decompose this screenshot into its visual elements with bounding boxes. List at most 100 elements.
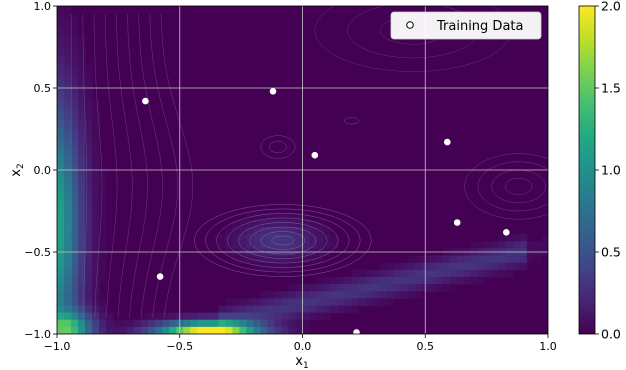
- heatmap-cell: [484, 262, 493, 271]
- heatmap-cell: [470, 276, 479, 285]
- heatmap-cell: [71, 205, 79, 214]
- heatmap-cell: [344, 276, 353, 285]
- heatmap-cell: [71, 155, 79, 164]
- heatmap-cell: [218, 326, 226, 334]
- x-axis-label-base: x: [295, 354, 303, 369]
- heatmap-cell: [239, 326, 247, 334]
- heatmap-cell: [162, 312, 170, 321]
- heatmap-cell: [64, 276, 72, 285]
- contour-line: [477, 161, 548, 212]
- heatmap-cell: [204, 312, 212, 321]
- heatmap-cell: [78, 284, 86, 292]
- heatmap-cell: [113, 319, 121, 328]
- heatmap-cell: [253, 241, 262, 250]
- heatmap-cell: [78, 219, 86, 228]
- heatmap-cell: [64, 134, 72, 143]
- heatmap-cell: [64, 227, 72, 235]
- contour-line: [127, 14, 148, 318]
- heatmap-cell: [71, 13, 79, 21]
- heatmap-cell: [442, 276, 451, 285]
- heatmap-cell: [141, 312, 149, 321]
- heatmap-cell: [295, 291, 304, 299]
- heatmap-cell: [281, 319, 290, 328]
- heatmap-cell: [134, 319, 142, 328]
- heatmap-cell: [92, 120, 100, 128]
- heatmap-cell: [323, 298, 332, 307]
- heatmap-cell: [379, 291, 388, 299]
- heatmap-cell: [57, 91, 65, 100]
- heatmap-cell: [309, 291, 318, 299]
- heatmap-cell: [71, 77, 79, 86]
- heatmap-cell: [85, 170, 93, 178]
- heatmap-cell: [281, 312, 290, 321]
- heatmap-cell: [85, 141, 93, 150]
- heatmap-cell: [302, 255, 311, 264]
- heatmap-cell: [400, 291, 409, 299]
- y-axis-label-base: x: [9, 169, 24, 177]
- heatmap-cell: [57, 48, 65, 57]
- heatmap-cell: [239, 305, 247, 314]
- heatmap-cell: [533, 255, 542, 264]
- x-axis-label: x1: [295, 354, 308, 370]
- heatmap-cell: [470, 269, 479, 278]
- heatmap-cell: [274, 241, 283, 250]
- contour-line: [343, 117, 360, 125]
- heatmap-cell: [57, 34, 65, 43]
- heatmap-cell: [106, 312, 114, 321]
- heatmap-cell: [71, 291, 79, 299]
- heatmap-cell: [92, 326, 100, 334]
- heatmap-cell: [316, 298, 325, 307]
- heatmap-cell: [232, 298, 240, 307]
- heatmap-cell: [162, 326, 170, 334]
- heatmap-cell: [449, 255, 458, 264]
- heatmap-cell: [330, 276, 339, 285]
- heatmap-cell: [260, 234, 269, 242]
- heatmap-cell: [393, 284, 402, 292]
- heatmap-cell: [57, 27, 65, 36]
- heatmap-cell: [344, 284, 353, 292]
- heatmap-cell: [78, 305, 86, 314]
- heatmap-cell: [99, 319, 107, 328]
- training-data-point: [156, 273, 164, 280]
- heatmap-cell: [302, 312, 311, 321]
- heatmap-cell: [106, 326, 114, 334]
- heatmap-cell: [246, 305, 254, 314]
- heatmap-cell: [449, 262, 458, 271]
- heatmap-cell: [288, 219, 297, 228]
- y-tick-label: 0.0: [34, 164, 52, 177]
- heatmap-cell: [498, 234, 507, 242]
- heatmap-cell: [246, 312, 254, 321]
- heatmap-cell: [197, 312, 205, 321]
- heatmap-cell: [85, 319, 93, 328]
- heatmap-cell: [288, 284, 297, 292]
- heatmap-cell: [365, 276, 374, 285]
- heatmap-cell: [211, 312, 219, 321]
- heatmap-cell: [85, 326, 93, 334]
- heatmap-cell: [57, 148, 65, 157]
- heatmap-cell: [71, 170, 79, 178]
- heatmap-cell: [323, 305, 332, 314]
- heatmap-cell: [85, 219, 93, 228]
- heatmap-cell: [64, 105, 72, 114]
- heatmap-cell: [281, 291, 290, 299]
- heatmap-cell: [386, 284, 395, 292]
- heatmap-cell: [407, 269, 416, 278]
- heatmap-cell: [85, 70, 93, 78]
- heatmap-cell: [85, 291, 93, 299]
- heatmap-cell: [428, 269, 437, 278]
- heatmap-cell: [358, 276, 367, 285]
- heatmap-cell: [155, 312, 163, 321]
- heatmap-cell: [225, 227, 233, 235]
- y-tick-label: 0.5: [34, 82, 52, 95]
- training-data-point: [353, 329, 360, 336]
- heatmap-cell: [169, 312, 177, 321]
- heatmap-cell: [64, 205, 72, 214]
- heatmap-cell: [267, 305, 276, 314]
- heatmap-cell: [295, 319, 304, 328]
- heatmap-cell: [477, 255, 486, 264]
- heatmap-cell: [330, 284, 339, 292]
- heatmap-cell: [78, 269, 86, 278]
- heatmap-cell: [442, 262, 451, 271]
- heatmap-cell: [78, 48, 86, 57]
- heatmap-cell: [64, 55, 72, 64]
